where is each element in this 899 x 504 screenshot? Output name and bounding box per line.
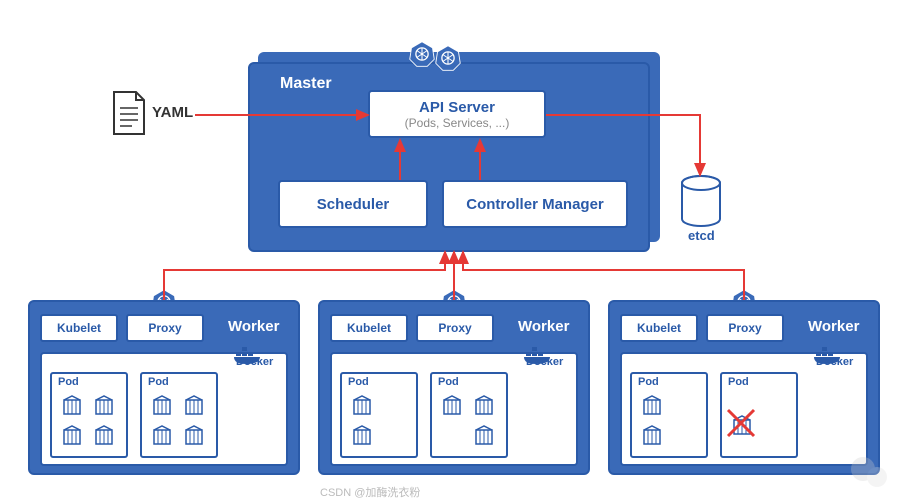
container-icon	[62, 424, 82, 446]
master-label: Master	[280, 75, 332, 93]
pod-label: Pod	[58, 376, 79, 388]
pod-label: Pod	[348, 376, 369, 388]
pod-label: Pod	[438, 376, 459, 388]
proxy-box: Proxy	[416, 314, 494, 342]
controller-box: Controller Manager	[442, 180, 628, 228]
k8s-logo-icon	[408, 40, 436, 68]
container-icon	[642, 424, 662, 446]
yaml-doc-icon	[110, 90, 148, 141]
controller-title: Controller Manager	[466, 196, 604, 213]
container-icon	[442, 394, 462, 416]
proxy-box: Proxy	[706, 314, 784, 342]
container-icon	[352, 394, 372, 416]
container-icon	[642, 394, 662, 416]
container-icon	[94, 394, 114, 416]
container-icon	[474, 394, 494, 416]
scheduler-title: Scheduler	[317, 196, 390, 213]
kubelet-box: Kubelet	[40, 314, 118, 342]
yaml-label: YAML	[152, 104, 193, 121]
docker-whale-icon	[232, 344, 264, 371]
etcd-label: etcd	[688, 228, 715, 243]
container-icon	[94, 424, 114, 446]
container-icon	[184, 424, 204, 446]
proxy-box: Proxy	[126, 314, 204, 342]
container-icon	[184, 394, 204, 416]
api-server-box: API Server (Pods, Services, ...)	[368, 90, 546, 138]
container-icon	[152, 394, 172, 416]
kubelet-box: Kubelet	[620, 314, 698, 342]
watermark-left: CSDN @加酶洗衣粉	[320, 484, 420, 500]
worker-label: Worker	[228, 318, 279, 335]
wechat-icon	[849, 455, 889, 494]
scheduler-box: Scheduler	[278, 180, 428, 228]
container-icon	[352, 424, 372, 446]
container-icon	[152, 424, 172, 446]
api-subtitle: (Pods, Services, ...)	[405, 116, 510, 130]
pod-label: Pod	[728, 376, 749, 388]
worker-label: Worker	[808, 318, 859, 335]
api-title: API Server	[419, 99, 495, 116]
docker-whale-icon	[522, 344, 554, 371]
k8s-logo-icon	[434, 44, 462, 72]
etcd-cylinder	[680, 175, 722, 232]
pod-label: Pod	[638, 376, 659, 388]
kubelet-box: Kubelet	[330, 314, 408, 342]
docker-whale-icon	[812, 344, 844, 371]
pod-label: Pod	[148, 376, 169, 388]
crossed-x-icon	[726, 408, 756, 443]
container-icon	[474, 424, 494, 446]
container-icon	[62, 394, 82, 416]
worker-label: Worker	[518, 318, 569, 335]
